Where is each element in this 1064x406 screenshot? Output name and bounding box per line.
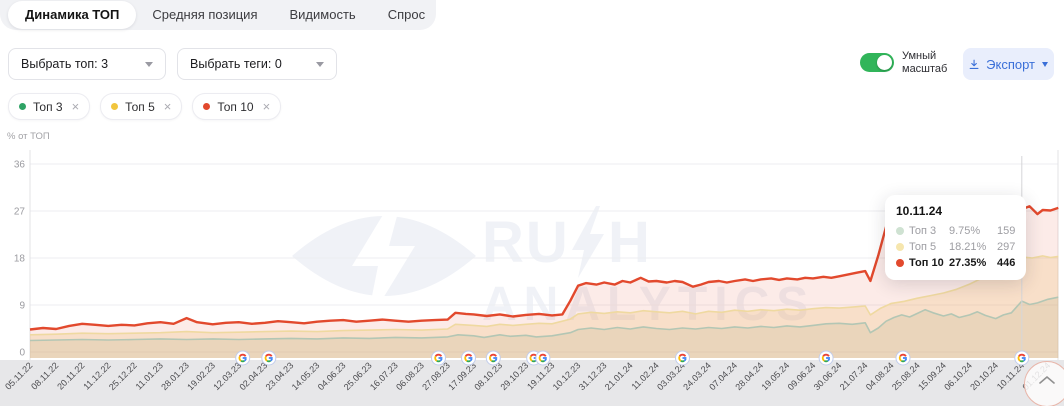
- chevron-down-icon: [145, 61, 153, 67]
- y-tick-label: 9: [19, 301, 25, 312]
- smart-scale-label-line2: масштаб: [902, 62, 948, 75]
- google-update-icon[interactable]: [485, 350, 501, 366]
- series-line: [29, 255, 1059, 336]
- series-color-dot: [19, 103, 26, 110]
- scroll-to-top-button[interactable]: [1024, 361, 1064, 406]
- tab-label: Средняя позиция: [152, 7, 258, 22]
- toggle-knob-icon: [877, 55, 892, 71]
- series-area: [30, 297, 1059, 358]
- google-update-icon[interactable]: [675, 350, 690, 366]
- series-line: [29, 296, 1059, 342]
- export-button[interactable]: Экспорт: [963, 48, 1054, 80]
- tab-average-position[interactable]: Средняя позиция: [136, 1, 273, 29]
- smart-scale-label: Умный масштаб: [902, 50, 947, 76]
- download-icon: [969, 59, 979, 69]
- tab-top-dynamics[interactable]: Динамика ТОП: [8, 1, 137, 29]
- tooltip-row-top10: Топ 10 27.35% 446: [896, 255, 1015, 271]
- google-update-icon[interactable]: [535, 350, 551, 366]
- y-tick-label: 27: [14, 207, 26, 218]
- x-axis-band: [0, 360, 1064, 406]
- tooltip-series-name: Топ 3: [909, 225, 937, 237]
- watermark-word-left: RU: [482, 210, 570, 275]
- series-area: [30, 255, 1059, 358]
- chart-tooltip: 10.11.24 Топ 3 9.75% 159 Топ 5 18.21% 29…: [885, 195, 1027, 280]
- chevron-down-icon: [316, 61, 324, 67]
- y-tick-label: 36: [14, 160, 26, 171]
- series-color-dot: [896, 259, 904, 267]
- series-color-dot: [203, 103, 211, 110]
- remove-chip-icon[interactable]: ×: [163, 99, 172, 114]
- tooltip-series-value: 159: [997, 225, 1016, 237]
- select-top-value: Выбрать топ: 3: [21, 57, 109, 71]
- tooltip-date: 10.11.24: [896, 204, 943, 218]
- google-update-icon[interactable]: [431, 350, 446, 366]
- tooltip-series-percent: 9.75%: [949, 225, 981, 237]
- google-update-icon[interactable]: [461, 350, 476, 366]
- series-color-dot: [896, 243, 904, 251]
- tooltip-series-name: Топ 5: [909, 241, 937, 253]
- tab-label: Спрос: [387, 7, 426, 22]
- chevron-down-icon: [1042, 61, 1048, 67]
- google-update-icon[interactable]: [1014, 350, 1030, 366]
- select-tags-dropdown[interactable]: Выбрать теги: 0: [177, 48, 337, 80]
- google-update-icon[interactable]: [235, 350, 251, 366]
- tooltip-series-percent: 27.35%: [949, 257, 987, 269]
- legend-chip-label: Топ 3: [33, 99, 63, 114]
- chevron-up-icon: [1039, 376, 1055, 384]
- select-top-dropdown[interactable]: Выбрать топ: 3: [8, 48, 166, 80]
- tab-visibility[interactable]: Видимость: [274, 1, 372, 29]
- tooltip-row-top5: Топ 5 18.21% 297: [896, 239, 1015, 255]
- remove-chip-icon[interactable]: ×: [71, 99, 80, 114]
- google-update-icon[interactable]: [261, 350, 277, 366]
- google-update-icon[interactable]: [895, 350, 911, 366]
- series-color-dot: [896, 227, 904, 235]
- tooltip-series-name: Топ 10: [909, 257, 944, 269]
- tooltip-series-value: 297: [997, 241, 1016, 253]
- remove-chip-icon[interactable]: ×: [262, 99, 271, 114]
- tooltip-series-value: 446: [997, 257, 1016, 269]
- tab-demand[interactable]: Спрос: [372, 1, 441, 29]
- smart-scale-label-line1: Умный: [902, 50, 937, 62]
- smart-scale-toggle[interactable]: [860, 53, 894, 73]
- smart-scale-control: Умный масштаб: [860, 50, 947, 76]
- select-tags-value: Выбрать теги: 0: [190, 57, 282, 71]
- y-tick-label: 0: [19, 348, 25, 359]
- tooltip-series-percent: 18.21%: [949, 241, 987, 253]
- tooltip-row-top3: Топ 3 9.75% 159: [896, 223, 1015, 239]
- watermark-word-right: H: [608, 210, 650, 275]
- export-label: Экспорт: [986, 56, 1035, 72]
- legend-chip-top10[interactable]: Топ 10 ×: [192, 93, 282, 120]
- tab-label: Видимость: [289, 7, 356, 22]
- legend-chip-top3[interactable]: Топ 3 ×: [8, 93, 91, 120]
- legend-chip-label: Топ 10: [217, 99, 254, 114]
- y-axis-title: % от ТОП: [7, 131, 50, 142]
- chart-tabs: Динамика ТОП Средняя позиция Видимость С…: [0, 0, 436, 30]
- series-area: [30, 206, 1059, 358]
- series-color-dot: [111, 103, 119, 110]
- legend-chip-top5[interactable]: Топ 5 ×: [100, 93, 183, 120]
- lightning-bolt-icon: [572, 206, 604, 278]
- tab-label: Динамика ТОП: [25, 7, 120, 22]
- legend-chips: Топ 3 × Топ 5 × Топ 10 ×: [8, 93, 282, 120]
- google-update-icon[interactable]: [818, 350, 834, 366]
- legend-chip-label: Топ 5: [125, 99, 155, 114]
- y-tick-label: 18: [14, 254, 26, 265]
